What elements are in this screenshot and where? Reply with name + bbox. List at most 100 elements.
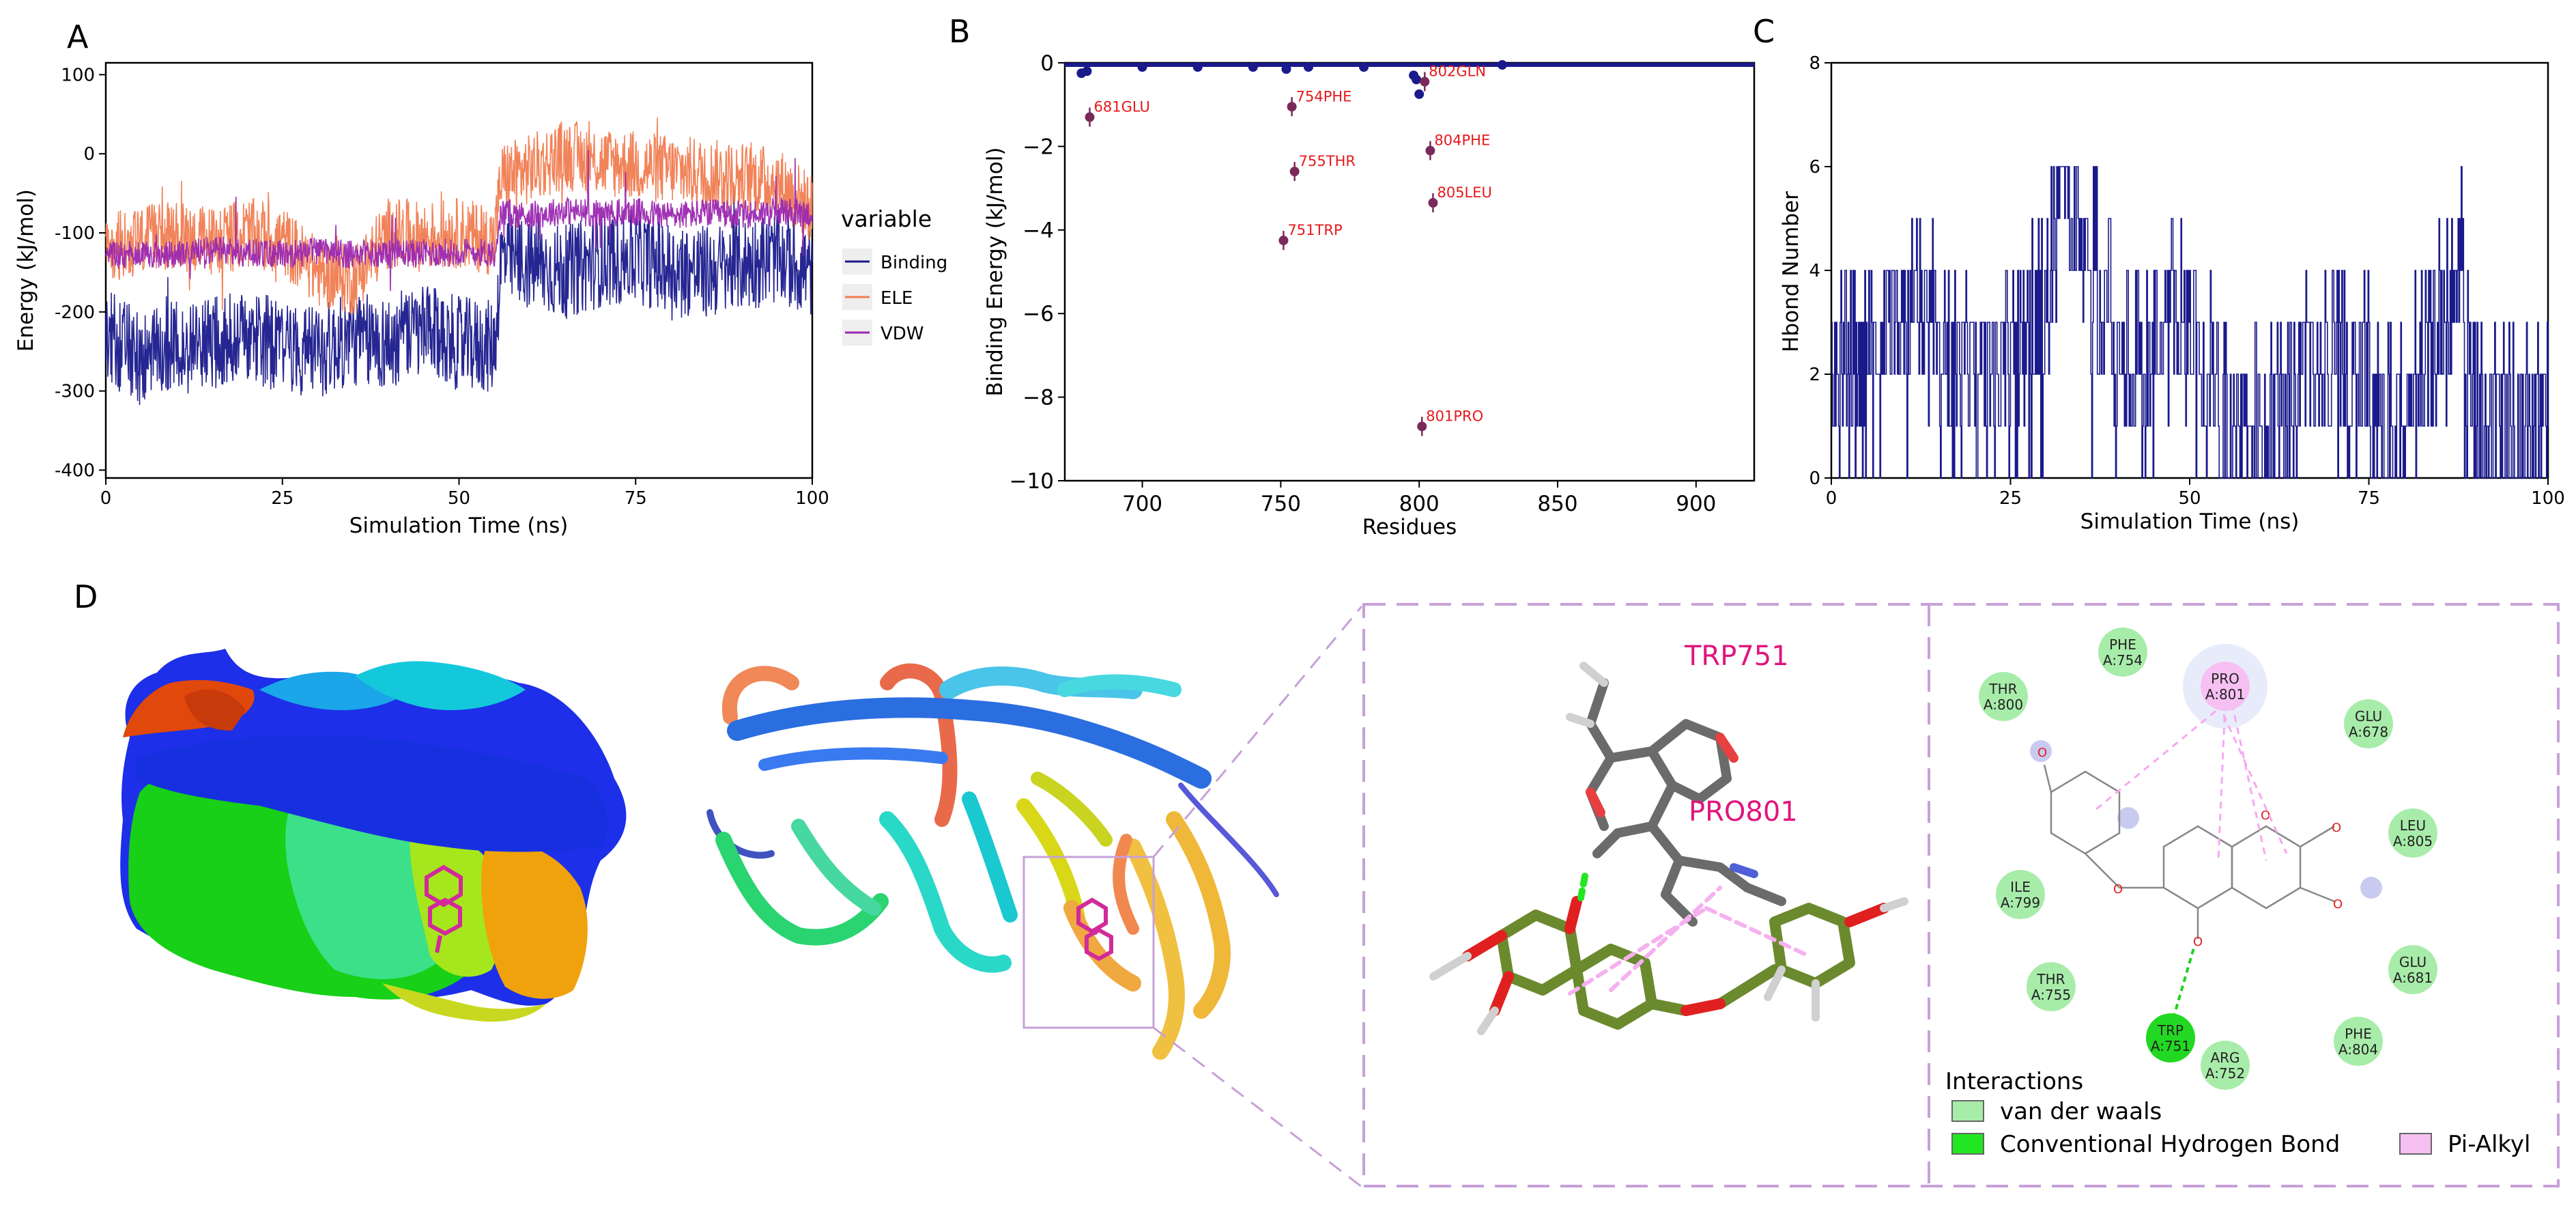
panel-a-x-ticks: 0 25 50 75 100: [100, 478, 829, 509]
y-tick-label: -400: [55, 460, 95, 481]
residue-label: 804PHE: [1434, 132, 1490, 149]
panel-b-y-ticks: 0 −2 −4 −6 −8 −10: [1010, 51, 1065, 494]
legend-label-vdw: VDW: [881, 324, 924, 344]
svg-text:O: O: [2193, 935, 2203, 949]
y-tick-label: −8: [1022, 386, 1054, 410]
residue-name: TRP: [2157, 1022, 2184, 1039]
residue-name: GLU: [2355, 708, 2382, 724]
residue-label: 755THR: [1299, 153, 1356, 169]
residue-name: THR: [2036, 971, 2065, 987]
residue-chain: A:751: [2151, 1038, 2190, 1054]
y-tick-label: 2: [1809, 365, 1820, 385]
panel-c-xlabel: Simulation Time (ns): [2080, 509, 2300, 534]
residue-point: [1359, 62, 1369, 72]
x-tick-label: 700: [1122, 492, 1162, 516]
x-tick-label: 25: [271, 488, 294, 509]
protein-cartoon-image: [706, 663, 1279, 1060]
zoom-frame: [1362, 603, 2560, 1187]
residue-name: PRO: [2211, 671, 2239, 687]
y-tick-label: 0: [1040, 51, 1054, 76]
panel-d-letter: D: [74, 578, 98, 615]
legend-swatch: [2399, 1133, 2432, 1155]
panel-c-x-ticks: 0 25 50 75 100: [1826, 478, 2565, 509]
hbond-line: [1831, 166, 2549, 479]
panel-b-letter: B: [949, 13, 971, 50]
series-vdw-line: [105, 150, 813, 292]
residue-name: ILE: [2010, 879, 2031, 895]
residue-point: [1414, 89, 1425, 99]
residue-chain: A:805: [2393, 833, 2433, 849]
panel-c-letter: C: [1753, 13, 1775, 50]
residue-point: [1281, 64, 1291, 74]
zoom-connector-bottom: [1153, 1026, 1362, 1188]
y-tick-label: -100: [55, 223, 95, 244]
label-pro801: PRO801: [1689, 796, 1798, 828]
y-tick-label: −10: [1010, 469, 1054, 494]
labeled-residue-point: [1289, 167, 1300, 177]
residue-label: 802GLN: [1429, 64, 1486, 80]
residue-bubble: [2146, 1013, 2195, 1063]
series-binding-line: [105, 186, 813, 406]
residue-bubble: [2344, 699, 2393, 748]
residue-bubble: [2201, 662, 2250, 711]
interactions-legend-title: Interactions: [1945, 1068, 2083, 1095]
x-tick-label: 50: [2178, 488, 2201, 509]
residue-point: [1192, 62, 1203, 72]
labeled-residue-point: [1278, 236, 1289, 246]
residue-point: [1497, 60, 1507, 70]
labeled-residue-point: [1420, 76, 1430, 87]
y-tick-label: -200: [55, 302, 95, 323]
x-tick-label: 75: [625, 488, 647, 509]
residue-bubble: [2388, 808, 2437, 858]
residue-name: LEU: [2400, 817, 2426, 834]
panel-b-x-ticks: 700 750 800 850 900: [1122, 481, 1716, 516]
x-tick-label: 100: [795, 488, 829, 509]
x-tick-label: 75: [2358, 488, 2380, 509]
residue-chain: A:801: [2205, 686, 2245, 703]
panel-a-letter: A: [67, 18, 89, 55]
residue-chain: A:804: [2338, 1041, 2378, 1058]
residue-bubble: [1996, 870, 2045, 919]
legend-label: Pi-Alkyl: [2448, 1131, 2530, 1158]
panel-c-series: [1831, 166, 2549, 479]
residue-label: 805LEU: [1437, 184, 1491, 201]
labeled-residue-point: [1428, 198, 1438, 208]
residue-label: 801PRO: [1426, 408, 1483, 424]
legend-label-binding: Binding: [881, 253, 947, 273]
residue-bubble: [2201, 1041, 2250, 1090]
protein-surface-image: [120, 649, 627, 1022]
panel-d: D: [74, 578, 2560, 1188]
x-tick-label: 800: [1399, 492, 1440, 516]
residue-name: PHE: [2345, 1026, 2372, 1042]
labeled-residue-point: [1425, 145, 1435, 156]
residue-point: [1412, 74, 1422, 85]
panel-a-xlabel: Simulation Time (ns): [349, 513, 569, 538]
residue-point: [1248, 62, 1258, 72]
residue-chain: A:800: [1984, 697, 2023, 713]
panel-b-xlabel: Residues: [1362, 515, 1457, 539]
residue-bubble: [2334, 1017, 2383, 1066]
residue-point: [1137, 62, 1147, 72]
y-tick-label: −4: [1022, 219, 1054, 243]
legend-label-ele: ELE: [881, 288, 913, 309]
svg-text:O: O: [2261, 808, 2270, 823]
residue-bubble: [2388, 945, 2437, 994]
panel-a-legend: Binding ELE VDW: [842, 249, 947, 346]
panel-a-legend-title: variable: [841, 206, 932, 232]
legend-label: van der waals: [2000, 1098, 2162, 1125]
residue-bubbles: PHEA:754THRA:800PROA:801GLUA:678LEUA:805…: [1979, 628, 2437, 1090]
y-tick-label: 6: [1809, 157, 1820, 178]
residue-label: 751TRP: [1287, 222, 1342, 238]
residue-point: [1082, 66, 1092, 76]
x-tick-label: 0: [1826, 488, 1837, 509]
y-tick-label: 4: [1809, 261, 1820, 281]
y-tick-label: −2: [1022, 135, 1054, 159]
svg-text:O: O: [2037, 746, 2047, 760]
residue-bubble: [2098, 628, 2147, 677]
residue-label: 681GLU: [1094, 99, 1150, 115]
panel-c-ylabel: Hbond Number: [1779, 191, 1803, 352]
svg-text:O: O: [2333, 897, 2343, 912]
interactions-legend: van der waals Conventional Hydrogen Bond P…: [1951, 1098, 2530, 1158]
